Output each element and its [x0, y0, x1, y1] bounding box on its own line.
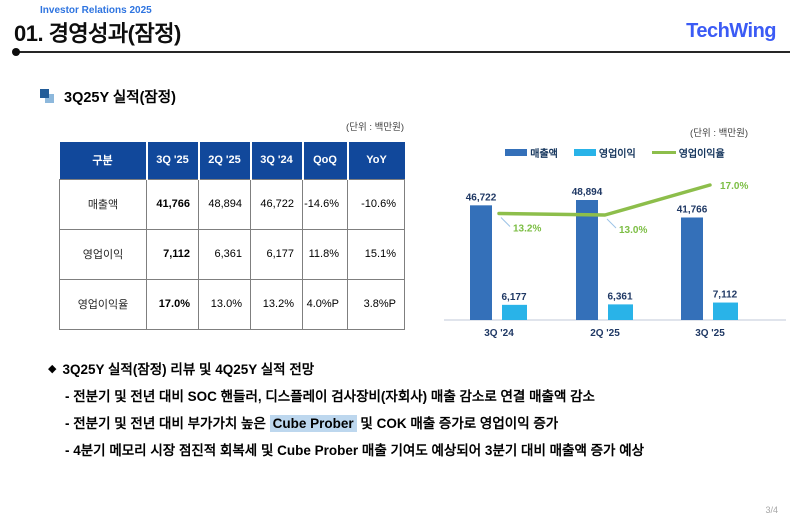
- table-cell: 48,894: [198, 178, 251, 230]
- highlighted-text: Cube Prober: [269, 415, 357, 432]
- operating-profit-swatch-icon: [573, 149, 596, 156]
- bullet-text: 및 COK 매출 증가로 영업이익 증가: [356, 416, 559, 431]
- bullet-text: - 4분기 메모리 시장 점진적 회복세 및 Cube Prober 매출 기여…: [65, 443, 645, 458]
- chart-canvas: 46,722 6,177 3Q '24 48,894 6,361 2Q '25 41,766…: [444, 181, 786, 339]
- table-cell: 15.1%: [347, 228, 405, 280]
- diamond-bullet-icon: ◆: [48, 362, 57, 375]
- svg-text:3Q '24: 3Q '24: [484, 328, 514, 339]
- table-cell: 11.8%: [302, 228, 348, 280]
- table-header-cell: 3Q '24: [249, 142, 303, 179]
- table-cell: 6,177: [250, 228, 303, 280]
- page-number: 3/4: [765, 505, 778, 515]
- svg-text:46,722: 46,722: [466, 192, 497, 203]
- table-unit-label: (단위 : 백만원): [346, 122, 404, 133]
- row-label: 매출액: [59, 178, 147, 230]
- svg-text:6,177: 6,177: [501, 292, 526, 303]
- bullet-text: - 전분기 및 전년 대비 SOC 핸들러, 디스플레이 검사장비(자회사) 매…: [65, 389, 595, 404]
- table-cell: -14.6%: [302, 178, 348, 230]
- table-header-cell: YoY: [346, 142, 405, 179]
- table-cell: 3.8%P: [347, 278, 405, 330]
- header-divider-dot: [12, 48, 20, 56]
- legend-label: 매출액: [530, 149, 558, 160]
- legend-item: 영업이익율: [651, 145, 725, 160]
- svg-text:17.0%: 17.0%: [720, 181, 748, 192]
- table-header-cell: 2Q '25: [197, 142, 251, 179]
- table-row: 영업이익 7,112 6,361 6,177 11.8% 15.1%: [59, 228, 405, 280]
- page-title: 01. 경영성과(잠정): [14, 21, 181, 46]
- chart-legend: 매출액 영업이익 영업이익율: [440, 145, 790, 160]
- table-cell: 46,722: [250, 178, 303, 230]
- legend-label: 영업이익율: [678, 149, 725, 160]
- section-title: 3Q25Y 실적(잠정): [64, 90, 176, 106]
- svg-text:13.0%: 13.0%: [619, 225, 647, 236]
- table-header-cell: QoQ: [301, 142, 348, 179]
- table-cell: 4.0%P: [302, 278, 348, 330]
- table-cell: 13.0%: [198, 278, 251, 330]
- legend-label: 영업이익: [598, 149, 636, 160]
- bullet-item: - 전분기 및 전년 대비 부가가치 높은 Cube Prober 및 COK …: [65, 415, 768, 433]
- margin-line-swatch-icon: [651, 151, 676, 154]
- table-row: 매출액 41,766 48,894 46,722 -14.6% -10.6%: [59, 178, 405, 230]
- table-cell: 7,112: [146, 228, 199, 280]
- chart-unit-label: (단위 : 백만원): [690, 128, 748, 139]
- performance-table: 구분 3Q '25 2Q '25 3Q '24 QoQ YoY 매출액 41,7…: [59, 142, 405, 330]
- table-row: 영업이익율 17.0% 13.0% 13.2% 4.0%P 3.8%P: [59, 278, 405, 330]
- eyebrow-label: Investor Relations 2025: [40, 5, 152, 16]
- svg-text:3Q '25: 3Q '25: [695, 328, 725, 339]
- legend-item: 영업이익: [573, 145, 636, 160]
- review-section: ◆ 3Q25Y 실적(잠정) 리뷰 및 4Q25Y 실적 전망 - 전분기 및 …: [48, 358, 768, 469]
- table-header-cell: 3Q '25: [145, 142, 199, 179]
- svg-text:48,894: 48,894: [572, 187, 603, 198]
- row-label: 영업이익: [59, 228, 147, 280]
- revenue-swatch-icon: [505, 149, 528, 156]
- row-label: 영업이익율: [59, 278, 147, 330]
- table-header-row: 구분 3Q '25 2Q '25 3Q '24 QoQ YoY: [59, 142, 405, 179]
- bullet-item: - 4분기 메모리 시장 점진적 회복세 및 Cube Prober 매출 기여…: [65, 442, 768, 460]
- table-cell: -10.6%: [347, 178, 405, 230]
- svg-text:41,766: 41,766: [677, 204, 708, 215]
- table-cell: 6,361: [198, 228, 251, 280]
- table-cell: 17.0%: [146, 278, 199, 330]
- squares-bullet-icon: [40, 89, 55, 104]
- bullet-heading-text: 3Q25Y 실적(잠정) 리뷰 및 4Q25Y 실적 전망: [62, 362, 315, 377]
- table-cell: 41,766: [146, 178, 199, 230]
- legend-item: 매출액: [505, 145, 558, 160]
- svg-text:6,361: 6,361: [607, 291, 632, 302]
- company-logo: TechWing: [686, 20, 776, 42]
- bullet-heading: ◆ 3Q25Y 실적(잠정) 리뷰 및 4Q25Y 실적 전망: [48, 358, 768, 378]
- svg-text:7,112: 7,112: [713, 290, 738, 301]
- bullet-item: - 전분기 및 전년 대비 SOC 핸들러, 디스플레이 검사장비(자회사) 매…: [65, 388, 768, 406]
- header-divider: [16, 51, 790, 53]
- svg-text:2Q '25: 2Q '25: [590, 328, 620, 339]
- section-heading: 3Q25Y 실적(잠정): [40, 86, 176, 107]
- combo-chart: 46,722 6,177 3Q '24 48,894 6,361 2Q '25 41,766…: [440, 160, 790, 355]
- bullet-text: - 전분기 및 전년 대비 부가가치 높은: [65, 416, 270, 431]
- table-header-cell: 구분: [59, 142, 147, 179]
- table-cell: 13.2%: [250, 278, 303, 330]
- svg-text:13.2%: 13.2%: [513, 224, 541, 235]
